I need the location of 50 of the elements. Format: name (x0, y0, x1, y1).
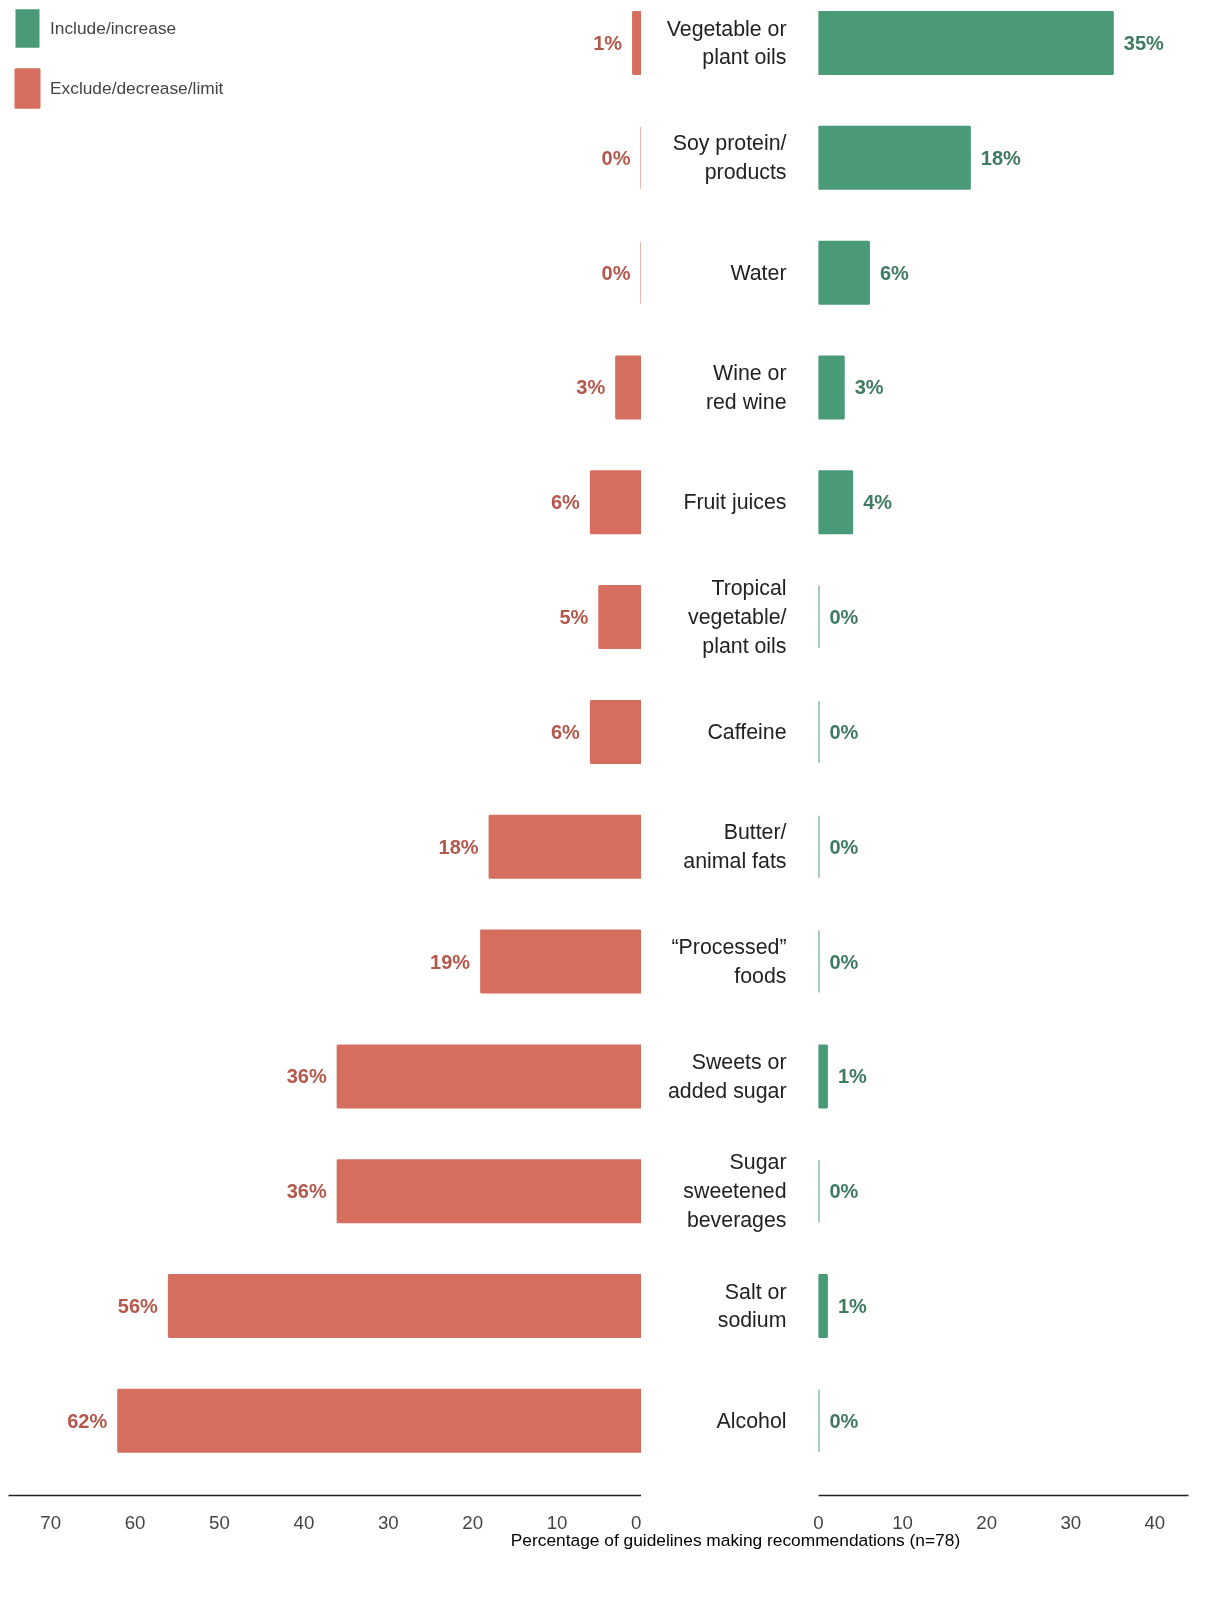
y-tick-label: Butter/ animal fats (683, 820, 787, 874)
x-tick-label: 60 (124, 1511, 146, 1533)
data-label: 6% (550, 720, 581, 743)
data-label: 6% (879, 261, 910, 284)
x-tick-label: 30 (377, 1511, 399, 1533)
data-label: 3% (576, 376, 606, 399)
data-label: 18% (438, 835, 479, 858)
x-tick-label: 40 (293, 1511, 315, 1533)
data-label: 56% (117, 1295, 159, 1318)
y-tick-label: Vegetable or plant oils (666, 16, 787, 70)
data-label: 1% (593, 31, 623, 54)
x-tick-label: 20 (462, 1511, 484, 1533)
data-label: 35% (1123, 31, 1165, 54)
y-tick-label: Caffeine (707, 719, 787, 744)
data-label: 6% (550, 491, 581, 514)
data-label: 18% (980, 146, 1022, 169)
x-tick-label: 30 (1060, 1511, 1082, 1533)
data-label: 1% (837, 1295, 868, 1318)
data-label: 19% (430, 950, 471, 973)
y-tick-label: Sugar sweetened beverages (683, 1150, 787, 1233)
data-label: 1% (837, 1065, 868, 1088)
data-label: 0% (829, 606, 859, 629)
data-label: 62% (67, 1409, 108, 1432)
y-tick-label: Fruit juices (683, 490, 787, 515)
y-tick-label: Sweets or added sugar (667, 1049, 787, 1103)
y-tick-label: Water (730, 260, 787, 285)
data-label: 3% (854, 376, 884, 399)
data-label: 5% (559, 606, 589, 629)
y-tick-label: Tropical vegetable/ plant oils (688, 576, 787, 658)
y-tick-label: Wine or red wine (705, 361, 787, 414)
data-label: 0% (601, 261, 631, 284)
data-label: 0% (601, 146, 631, 169)
y-tick-label: “Processed” foods (671, 935, 787, 988)
x-tick-label: 40 (1144, 1511, 1166, 1533)
y-tick-label: Salt or sodium (717, 1279, 787, 1333)
data-label: 36% (286, 1180, 327, 1203)
data-label: 36% (286, 1065, 327, 1088)
x-tick-label: 20 (976, 1511, 998, 1533)
data-label: 0% (829, 1409, 859, 1432)
x-tick-label: 50 (209, 1511, 230, 1533)
data-label: 0% (829, 835, 859, 858)
legend-label: Exclude/decrease/limit (50, 77, 224, 99)
y-tick-label: Alcohol (716, 1408, 787, 1433)
legend-label: Include/increase (50, 17, 177, 39)
data-label: 0% (829, 950, 859, 973)
y-tick-label: Soy protein/ products (672, 131, 787, 185)
data-label: 4% (863, 491, 893, 514)
data-label: 0% (829, 1180, 859, 1203)
x-tick-label: 70 (40, 1511, 62, 1533)
data-label: 0% (829, 720, 859, 743)
